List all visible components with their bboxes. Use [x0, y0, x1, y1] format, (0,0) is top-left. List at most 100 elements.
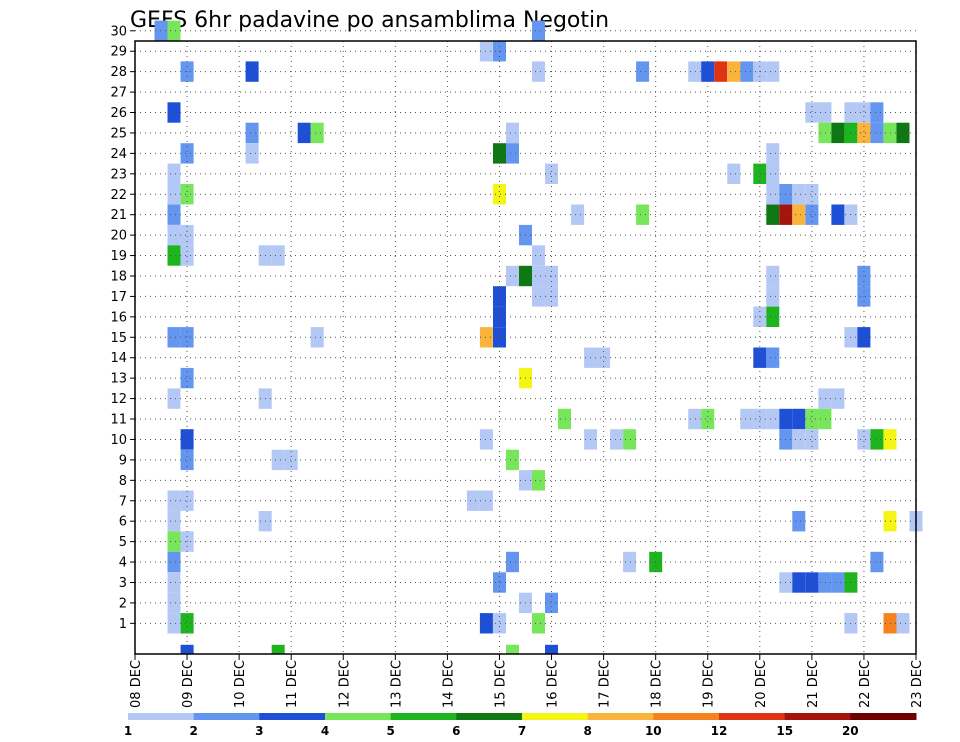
heatmap-cell	[180, 367, 194, 389]
y-tick-label: 13	[110, 372, 127, 387]
heatmap-cell	[805, 184, 819, 205]
y-tick-label: 4	[119, 556, 127, 571]
heatmap-cell	[466, 490, 480, 511]
heatmap-cell	[766, 408, 780, 430]
heatmap-cell	[532, 286, 545, 307]
heatmap-cell	[479, 41, 493, 62]
y-tick-label: 10	[110, 433, 127, 448]
heatmap-cell	[180, 490, 194, 511]
heatmap-cell	[831, 572, 845, 593]
heatmap-cell	[310, 327, 324, 348]
heatmap-cell	[636, 204, 650, 225]
y-tick-label: 14	[110, 351, 127, 366]
heatmap-cell	[558, 408, 571, 430]
heatmap-cell	[831, 388, 845, 409]
heatmap-cell	[896, 122, 910, 144]
colorbar-swatch	[456, 713, 523, 720]
x-tick-label: 19 DEC	[702, 660, 717, 708]
heatmap-cell	[688, 61, 702, 82]
colorbar-label: 2	[190, 724, 198, 738]
heatmap-cell	[571, 204, 585, 225]
heatmap-cell	[532, 20, 545, 41]
heatmap-cell	[180, 143, 194, 164]
heatmap-cell	[493, 327, 506, 348]
heatmap-cell	[180, 327, 194, 348]
heatmap-cell	[623, 551, 637, 573]
heatmap-cell	[506, 551, 519, 573]
heatmap-cell	[479, 613, 493, 634]
y-tick-label: 17	[110, 290, 127, 305]
heatmap-cell	[766, 163, 780, 184]
y-tick-label: 21	[110, 208, 127, 223]
heatmap-cell	[792, 184, 806, 205]
y-tick-label: 8	[119, 474, 127, 489]
x-tick-label: 21 DEC	[806, 660, 821, 708]
y-tick-label: 3	[119, 576, 127, 591]
heatmap-cell	[753, 408, 767, 430]
heatmap-cell	[180, 245, 194, 266]
heatmap-cell	[167, 531, 181, 552]
heatmap-cell	[792, 408, 806, 430]
x-tick-label: 08 DEC	[129, 660, 144, 708]
x-tick-label: 16 DEC	[546, 660, 561, 708]
y-tick-label: 11	[110, 413, 127, 428]
colorbar-swatch	[128, 713, 195, 720]
x-tick-label: 10 DEC	[233, 660, 248, 708]
heatmap-cell	[597, 347, 611, 368]
heatmap-cell	[167, 224, 181, 246]
heatmap-cell	[180, 449, 194, 471]
heatmap-cell	[167, 572, 181, 593]
heatmap-cell	[545, 644, 558, 654]
x-tick-label: 12 DEC	[337, 660, 352, 708]
heatmap-cell	[766, 286, 780, 307]
heatmap-cell	[545, 163, 558, 184]
heatmap-cell	[532, 470, 545, 491]
x-tick-label: 22 DEC	[858, 660, 873, 708]
heatmap-cell	[167, 592, 181, 614]
heatmap-cell	[545, 592, 558, 614]
heatmap-cell	[493, 613, 506, 634]
heatmap-cell	[805, 204, 819, 225]
heatmap-cell	[805, 408, 819, 430]
colorbar-label: 1	[124, 724, 132, 738]
heatmap-cell	[610, 429, 624, 450]
colorbar-label: 10	[645, 724, 662, 738]
colorbar-swatch	[784, 713, 851, 720]
heatmap-cell	[792, 429, 806, 450]
heatmap-cell	[766, 61, 780, 82]
heatmap-cell	[805, 429, 819, 450]
y-tick-label: 20	[110, 229, 127, 244]
x-tick-label: 13 DEC	[389, 660, 404, 708]
heatmap-cell	[180, 224, 194, 246]
heatmap-cell	[180, 644, 194, 654]
heatmap-cell	[805, 102, 819, 123]
heatmap-cell	[753, 163, 767, 184]
heatmap-cell	[284, 449, 298, 471]
colorbar-label: 15	[776, 724, 793, 738]
heatmap-cell	[727, 163, 741, 184]
colorbar-swatch	[522, 713, 589, 720]
heatmap-cell	[180, 184, 194, 205]
heatmap-cell	[167, 490, 181, 511]
heatmap-cell	[167, 102, 181, 123]
x-tick-label: 23 DEC	[910, 660, 925, 708]
colorbar-swatch	[325, 713, 392, 720]
heatmap-cell	[506, 265, 519, 287]
heatmap-cell	[506, 449, 519, 471]
heatmap-cell	[766, 306, 780, 327]
colorbar-swatch	[719, 713, 786, 720]
heatmap-cell	[740, 61, 754, 82]
heatmap-cell	[532, 61, 545, 82]
heatmap-cell	[310, 122, 324, 144]
heatmap-cell	[792, 511, 806, 532]
heatmap-cell	[701, 408, 715, 430]
heatmap-cell	[818, 408, 832, 430]
heatmap-cell	[766, 204, 780, 225]
colorbar-label: 20	[842, 724, 859, 738]
heatmap-cell	[818, 572, 832, 593]
y-tick-label: 25	[110, 126, 127, 141]
heatmap-cell	[479, 490, 493, 511]
y-tick-label: 18	[110, 269, 127, 284]
y-tick-label: 27	[110, 86, 127, 101]
heatmap-cell	[857, 102, 871, 123]
